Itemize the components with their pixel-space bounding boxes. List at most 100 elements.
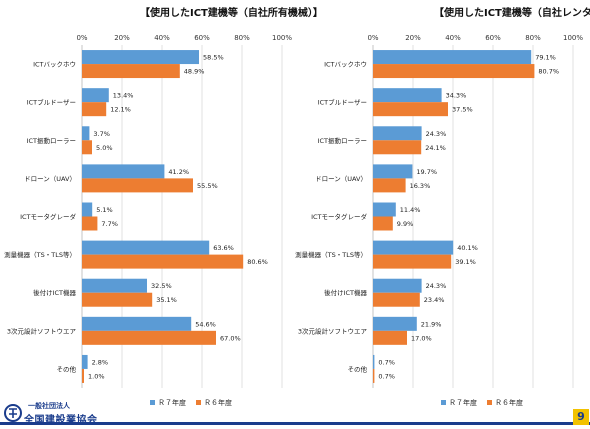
data-label: 79.1%: [535, 54, 556, 62]
data-label: 41.2%: [168, 168, 189, 176]
category-label: ICT振動ローラー: [318, 136, 367, 145]
category-label: ICTブルドーザー: [318, 98, 367, 107]
data-label: 58.5%: [203, 54, 224, 62]
x-tick-label: 80%: [234, 34, 250, 42]
bar-r6: [82, 178, 193, 193]
bar-r7: [373, 202, 396, 217]
bar-r7: [373, 164, 413, 179]
bar-r6: [373, 216, 393, 231]
category-label: その他: [57, 364, 77, 373]
data-label: 13.4%: [113, 92, 134, 100]
x-tick-label: 0%: [367, 34, 378, 42]
bar-r7: [82, 202, 93, 217]
bar-r6: [82, 64, 180, 79]
category-label: ICTモータグレーダ: [20, 212, 76, 221]
category-label: ドローン（UAV）: [315, 175, 367, 183]
x-tick-label: 20%: [405, 34, 421, 42]
bar-r6: [373, 368, 375, 383]
data-label: 39.1%: [455, 258, 476, 266]
bar-r7: [82, 278, 147, 293]
category-label: 測量機器（TS・TLS等）: [4, 250, 76, 259]
bar-r6: [82, 254, 244, 269]
chart-title: 【使用したICT建機等（自社所有機械）】: [140, 6, 323, 19]
bar-r7: [373, 126, 422, 141]
x-tick-label: 100%: [563, 34, 583, 42]
bar-r7: [82, 354, 88, 369]
bar-r7: [373, 50, 532, 65]
x-tick-label: 60%: [485, 34, 501, 42]
data-label: 35.1%: [156, 296, 177, 304]
data-label: 32.5%: [151, 282, 172, 290]
legend-label: Ｒ７年度: [449, 398, 477, 407]
bar-r7: [373, 278, 422, 293]
bar-r7: [82, 88, 109, 103]
chart-title: 【使用したICT建機等（自社レンタル・リース）】: [434, 6, 590, 19]
data-label: 9.9%: [397, 220, 414, 228]
category-label: 後付けICT機器: [324, 288, 367, 297]
legend-swatch: [487, 400, 492, 405]
data-label: 19.7%: [416, 168, 437, 176]
x-tick-label: 40%: [154, 34, 170, 42]
x-tick-label: 80%: [525, 34, 541, 42]
bar-r7: [373, 240, 454, 255]
data-label: 16.3%: [410, 182, 431, 190]
data-label: 23.4%: [424, 296, 445, 304]
data-label: 5.0%: [96, 144, 113, 152]
x-tick-label: 40%: [445, 34, 461, 42]
data-label: 24.1%: [425, 144, 446, 152]
data-label: 0.7%: [378, 358, 395, 366]
legend-swatch: [150, 400, 155, 405]
bar-r6: [82, 216, 98, 231]
x-tick-label: 0%: [76, 34, 87, 42]
data-label: 80.7%: [538, 68, 559, 76]
data-label: 3.7%: [93, 130, 110, 138]
category-label: 3次元設計ソフトウエア: [298, 326, 368, 335]
legend-swatch: [196, 400, 201, 405]
data-label: 55.5%: [197, 182, 218, 190]
association-logo-icon: [4, 404, 22, 422]
data-label: 17.0%: [411, 334, 432, 342]
bar-r7: [373, 354, 375, 369]
bar-r7: [82, 240, 210, 255]
x-tick-label: 20%: [114, 34, 130, 42]
data-label: 1.0%: [88, 372, 105, 380]
data-label: 12.1%: [110, 106, 131, 114]
bar-r7: [82, 50, 199, 65]
bar-r6: [373, 178, 406, 193]
bar-r6: [373, 330, 407, 345]
category-label: 後付けICT機器: [33, 288, 76, 297]
data-label: 34.3%: [446, 92, 467, 100]
category-label: その他: [348, 364, 368, 373]
legend-swatch: [441, 400, 446, 405]
page-number: 9: [573, 409, 589, 425]
data-label: 21.9%: [421, 320, 442, 328]
bar-r6: [373, 102, 448, 117]
bar-r6: [82, 292, 153, 307]
bar-r7: [373, 88, 442, 103]
x-tick-label: 100%: [272, 34, 292, 42]
category-label: ICT振動ローラー: [27, 136, 76, 145]
bar-r6: [82, 102, 107, 117]
data-label: 54.6%: [195, 320, 216, 328]
data-label: 5.1%: [96, 206, 113, 214]
category-label: ICTモータグレーダ: [311, 212, 367, 221]
category-label: ICTブルドーザー: [27, 98, 76, 107]
bar-r7: [82, 164, 165, 179]
data-label: 0.7%: [378, 372, 395, 380]
data-label: 11.4%: [400, 206, 421, 214]
org-type-label: 一般社団法人: [28, 402, 70, 410]
data-label: 37.5%: [452, 106, 473, 114]
data-label: 24.3%: [426, 282, 447, 290]
legend-label: Ｒ６年度: [495, 398, 523, 407]
bar-r6: [373, 140, 422, 155]
data-label: 80.6%: [247, 258, 268, 266]
chart-rental-lease: 【使用したICT建機等（自社レンタル・リース）】 0% 20% 40% 60% 80% 10…: [295, 6, 590, 407]
footer-rule: [0, 422, 590, 425]
data-label: 40.1%: [457, 244, 478, 252]
bar-r6: [373, 292, 420, 307]
category-label: 3次元設計ソフトウエア: [7, 326, 77, 335]
legend-label: Ｒ６年度: [204, 398, 232, 407]
bar-r6: [373, 254, 452, 269]
category-label: ICTバックホウ: [324, 61, 367, 69]
bar-r6: [373, 64, 535, 79]
